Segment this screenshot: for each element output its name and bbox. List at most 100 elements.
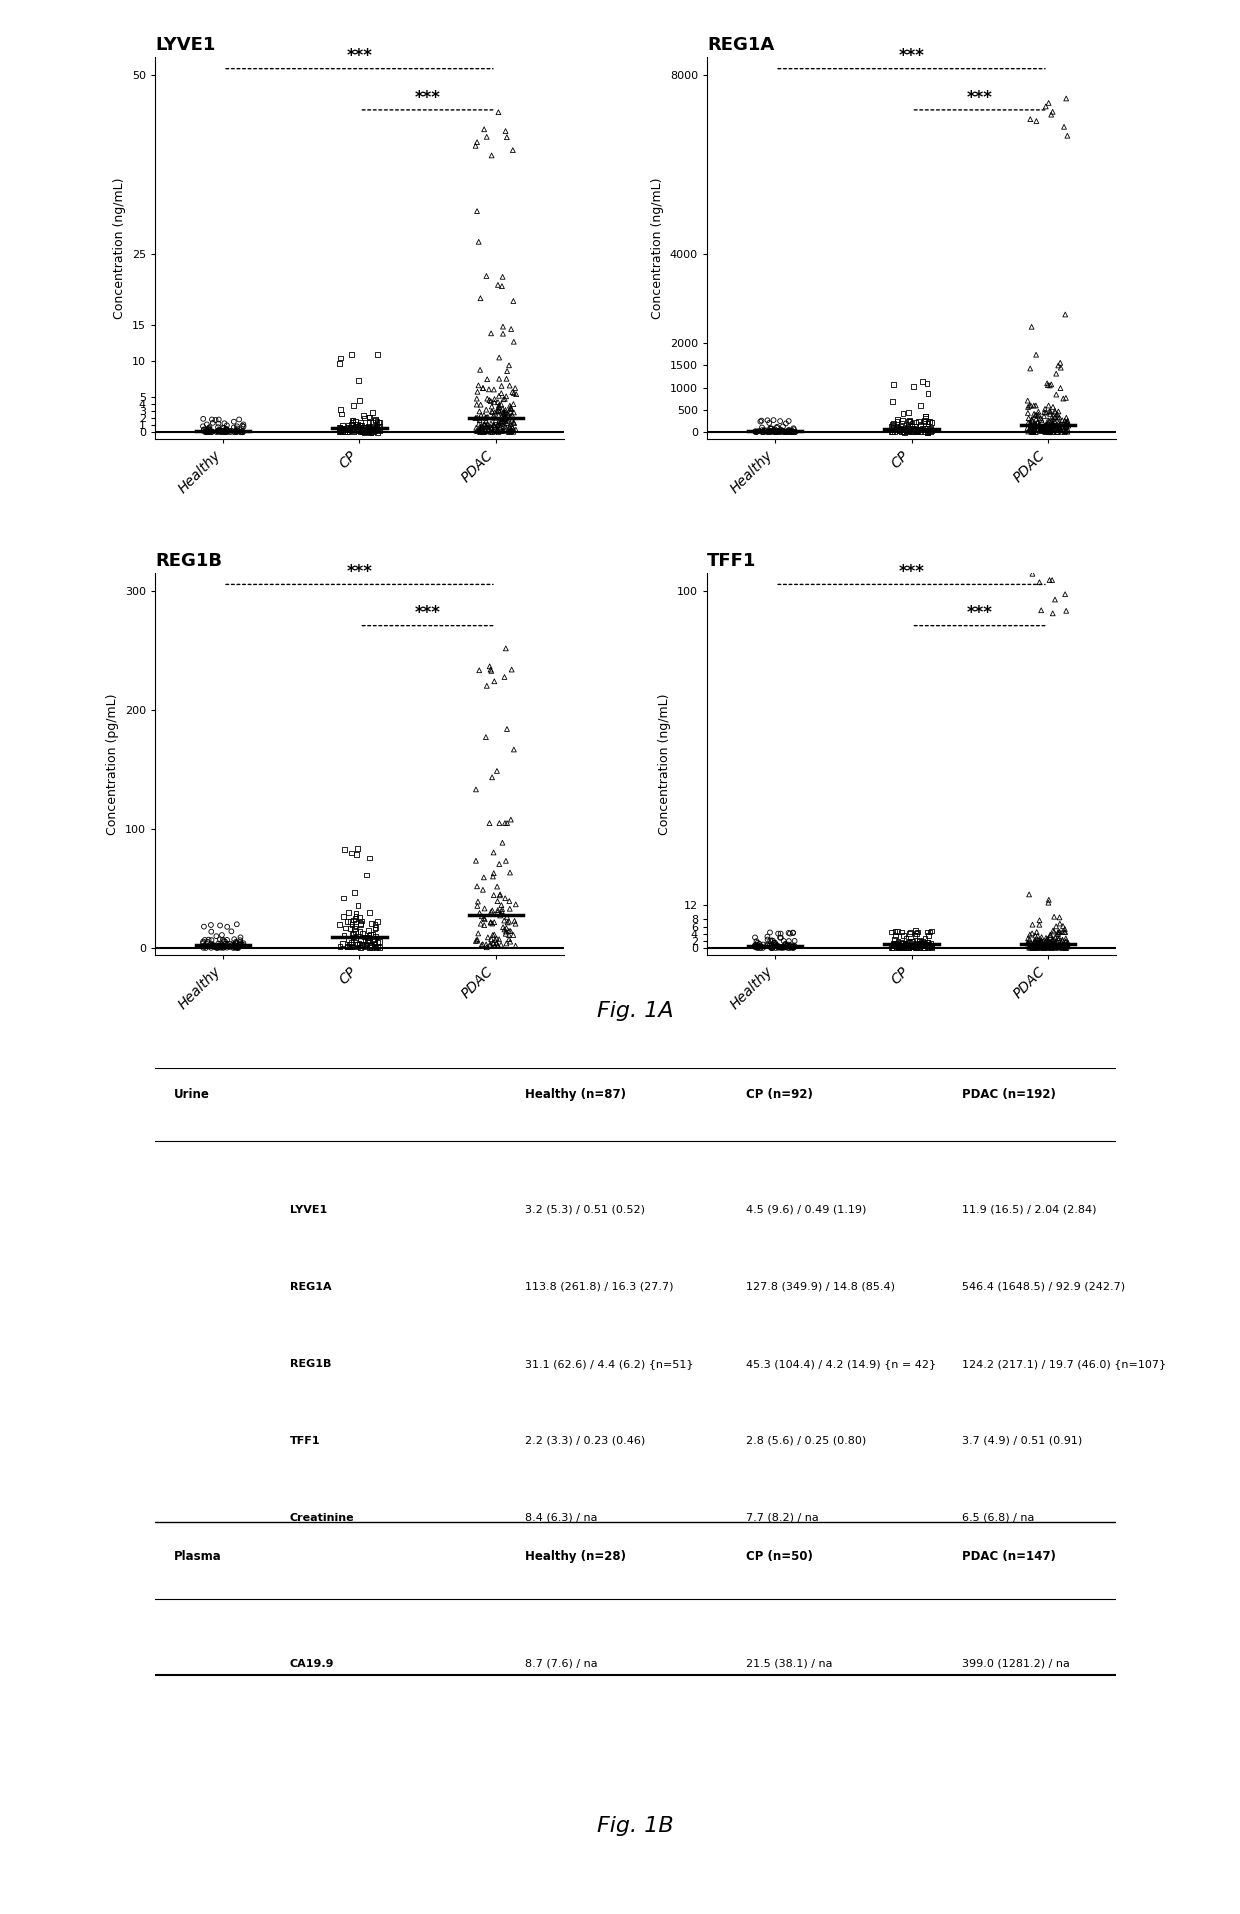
Point <box>1027 105 1047 136</box>
Point <box>495 882 515 913</box>
Point <box>905 412 925 442</box>
Point <box>360 932 379 963</box>
Point <box>224 417 244 448</box>
Point <box>489 415 508 446</box>
Point <box>773 415 792 446</box>
Text: ***: *** <box>899 563 925 580</box>
Point <box>775 417 795 448</box>
Point <box>888 404 908 434</box>
Point <box>484 857 503 888</box>
Point <box>894 932 914 963</box>
Point <box>1053 930 1073 961</box>
Point <box>195 930 215 961</box>
Point <box>761 932 781 963</box>
Point <box>748 415 768 446</box>
Point <box>202 417 222 448</box>
Point <box>1035 930 1055 961</box>
Point <box>232 928 252 959</box>
Point <box>213 924 233 955</box>
Point <box>228 932 248 963</box>
Point <box>469 655 489 685</box>
Point <box>1054 930 1074 961</box>
Point <box>1056 926 1076 957</box>
Point <box>1032 406 1052 436</box>
Point <box>1034 932 1054 963</box>
Point <box>1058 930 1078 961</box>
Point <box>892 408 911 438</box>
Point <box>368 406 388 436</box>
Point <box>745 930 765 961</box>
Point <box>193 404 213 434</box>
Point <box>497 808 517 838</box>
Point <box>918 926 937 957</box>
Point <box>193 932 213 963</box>
Point <box>1028 406 1048 436</box>
Point <box>1025 930 1045 961</box>
Point <box>888 928 908 959</box>
Point <box>780 415 800 446</box>
Point <box>231 928 250 959</box>
Point <box>495 905 515 936</box>
Point <box>910 928 930 959</box>
Point <box>782 415 802 446</box>
Point <box>335 835 355 865</box>
Point <box>1028 400 1048 431</box>
Point <box>201 917 221 947</box>
Point <box>334 901 353 932</box>
Point <box>884 930 904 961</box>
Point <box>485 412 505 442</box>
Point <box>913 413 932 444</box>
Point <box>1053 932 1073 963</box>
Point <box>334 882 353 913</box>
Point <box>751 412 771 442</box>
Point <box>466 413 486 444</box>
Point <box>496 846 516 877</box>
Point <box>1022 312 1042 343</box>
Point <box>1045 412 1065 442</box>
Point <box>916 400 936 431</box>
Point <box>502 377 522 408</box>
Point <box>485 907 505 938</box>
Text: REG1B: REG1B <box>155 553 222 570</box>
Point <box>780 919 800 949</box>
Point <box>887 928 906 959</box>
Point <box>909 930 929 961</box>
Point <box>221 417 241 448</box>
Point <box>899 932 919 963</box>
Point <box>340 913 360 944</box>
Point <box>1048 402 1068 433</box>
Point <box>217 415 237 446</box>
Point <box>210 417 229 448</box>
Point <box>1038 415 1058 446</box>
Point <box>503 327 523 358</box>
Point <box>1027 339 1047 369</box>
Text: 3.7 (4.9) / 0.51 (0.91): 3.7 (4.9) / 0.51 (0.91) <box>962 1436 1083 1445</box>
Point <box>227 412 247 442</box>
Point <box>360 923 379 953</box>
Point <box>350 915 370 946</box>
Point <box>217 932 237 963</box>
Point <box>1055 932 1075 963</box>
Point <box>346 901 366 932</box>
Point <box>500 406 520 436</box>
Point <box>760 413 780 444</box>
Point <box>777 417 797 448</box>
Point <box>1058 930 1078 961</box>
Point <box>482 396 502 427</box>
Point <box>213 932 233 963</box>
Point <box>224 406 244 436</box>
Point <box>484 836 503 867</box>
Point <box>764 415 784 446</box>
Point <box>918 917 937 947</box>
Point <box>489 924 508 955</box>
Point <box>1055 913 1075 944</box>
Point <box>337 932 357 963</box>
Point <box>343 923 363 953</box>
Point <box>1021 413 1040 444</box>
Point <box>1040 415 1060 446</box>
Text: REG1B: REG1B <box>290 1359 331 1369</box>
Point <box>208 415 228 446</box>
Point <box>1054 930 1074 961</box>
Point <box>217 410 237 440</box>
Point <box>202 415 222 446</box>
